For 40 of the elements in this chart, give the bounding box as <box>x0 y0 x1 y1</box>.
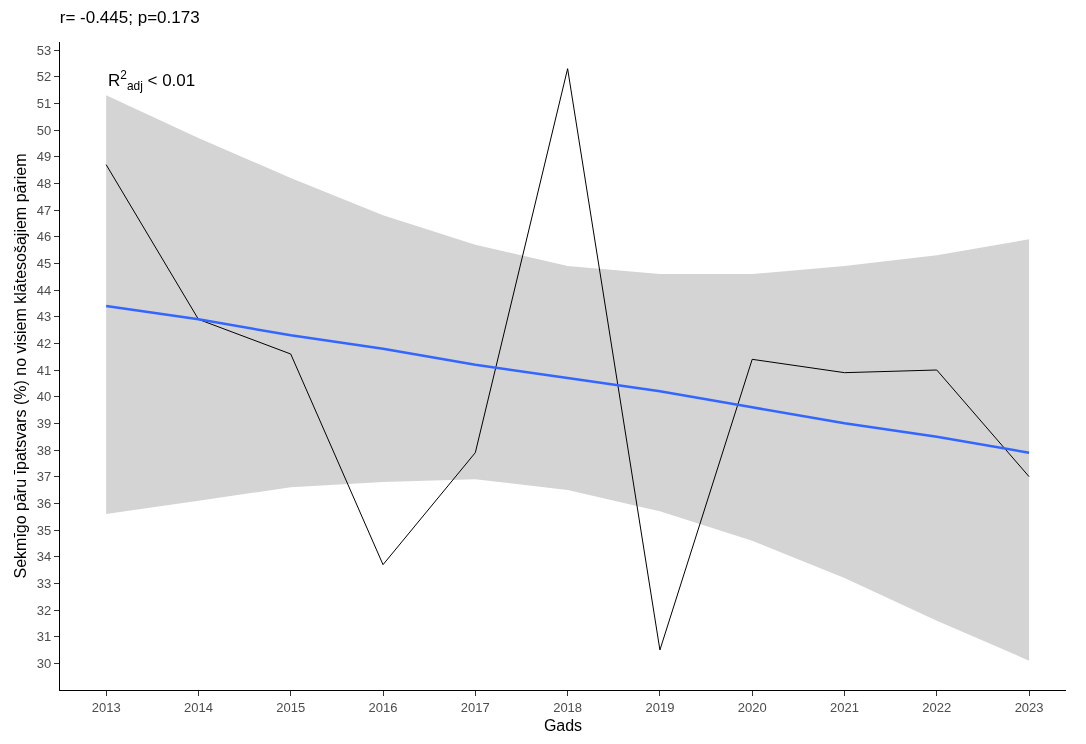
x-tick-label: 2016 <box>368 699 398 715</box>
y-tick-label: 31 <box>36 629 52 645</box>
x-tick-label: 2015 <box>276 699 306 715</box>
y-axis-title: Sekmīgo pāru īpatsvars (%) no visiem klātesošajiem pāriem <box>11 153 29 579</box>
y-tick-label: 40 <box>36 389 52 405</box>
y-tick-label: 44 <box>36 282 52 298</box>
line-series <box>104 304 1031 454</box>
y-tick-label: 53 <box>36 42 52 58</box>
y-tick-label: 43 <box>36 309 52 325</box>
y-tick-label: 49 <box>36 149 52 165</box>
y-tick-label: 30 <box>36 655 52 671</box>
y-tick-label: 48 <box>36 175 52 191</box>
y-tick-label: 52 <box>36 69 52 85</box>
y-tick-label: 47 <box>36 202 52 218</box>
x-tick-label: 2014 <box>183 699 213 715</box>
x-tick-label: 2021 <box>830 699 859 715</box>
x-tick-label: 2013 <box>91 699 121 715</box>
x-tick-label: 2019 <box>645 699 675 715</box>
y-tick-label: 50 <box>36 122 52 138</box>
y-tick-label: 45 <box>36 255 52 271</box>
x-tick-label: 2020 <box>737 699 767 715</box>
annotation: R$^{2}$$_{adj}$ < 0.01 <box>108 68 196 93</box>
chart-title: r= -0.445; p=0.173 <box>59 8 200 28</box>
x-axis-title: Gads <box>543 717 583 735</box>
x-tick-label: 2023 <box>1014 699 1044 715</box>
y-tick-label: 35 <box>36 522 52 538</box>
y-tick-label: 33 <box>36 575 52 591</box>
y-tick-label: 37 <box>36 469 52 485</box>
y-tick-label: 38 <box>36 442 52 458</box>
y-tick-label: 46 <box>36 229 52 245</box>
y-tick-label: 41 <box>36 362 52 378</box>
x-tick-label: 2017 <box>460 699 490 715</box>
y-tick-label: 32 <box>36 602 52 618</box>
y-tick-label: 36 <box>36 495 52 511</box>
y-tick-label: 42 <box>36 335 52 351</box>
x-tick-label: 2022 <box>922 699 952 715</box>
y-tick-label: 34 <box>36 549 52 565</box>
x-tick-label: 2018 <box>553 699 583 715</box>
y-tick-label: 39 <box>36 415 52 431</box>
y-tick-label: 51 <box>36 95 52 111</box>
